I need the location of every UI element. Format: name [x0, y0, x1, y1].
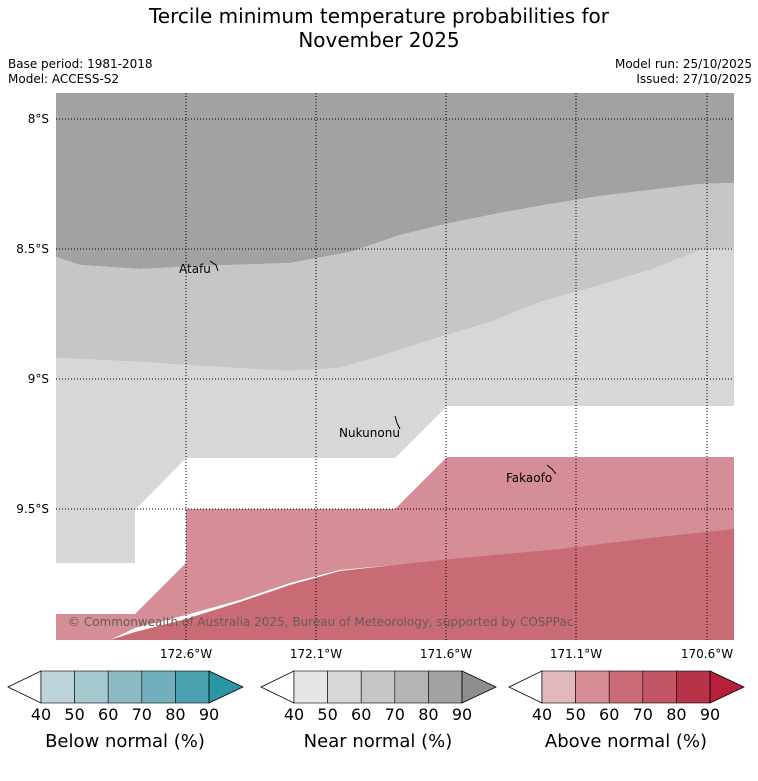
- above-normal-colorbar: 40 50 60 70 80 90 Above normal (%): [508, 670, 745, 752]
- nukunonu-atoll: [394, 415, 401, 430]
- above-normal-extend-high: [709, 670, 745, 704]
- lat-label-8-5s: 8.5°S: [16, 242, 49, 256]
- place-label-fakaofo: Fakaofo: [506, 471, 552, 485]
- above-normal-swatch: [642, 670, 677, 704]
- below-normal-swatch: [141, 670, 176, 704]
- meta-left: Base period: 1981-2018 Model: ACCESS-S2: [8, 57, 153, 87]
- meta-right: Model run: 25/10/2025 Issued: 27/10/2025: [615, 57, 752, 87]
- model-name: Model: ACCESS-S2: [8, 72, 120, 86]
- near-normal-tick-label: 50: [317, 705, 337, 724]
- lat-label-9-5s: 9.5°S: [16, 502, 49, 516]
- lat-label-9s: 9°S: [28, 372, 49, 386]
- region-above-normal-60: [56, 529, 734, 640]
- lon-label-171-6w: 171.6°W: [420, 647, 472, 661]
- region-near-normal-50: [56, 248, 734, 563]
- latitude-labels: 8°S 8.5°S 9°S 9.5°S: [16, 112, 49, 516]
- above-normal-swatch: [575, 670, 610, 704]
- below-normal-extend-high: [208, 670, 244, 704]
- near-normal-swatch: [360, 670, 396, 704]
- below-normal-tick-label: 80: [165, 705, 185, 724]
- map-panel: Atafu Nukunonu Fakaofo © Commonwealth of…: [56, 93, 734, 640]
- above-normal-swatch: [676, 670, 711, 704]
- near-normal-swatch: [293, 670, 328, 704]
- near-normal-swatch: [327, 670, 362, 704]
- issued-date: Issued: 27/10/2025: [636, 72, 752, 86]
- near-normal-label: Near normal (%): [304, 731, 453, 752]
- above-normal-label: Above normal (%): [545, 731, 707, 752]
- near-normal-tick-label: 40: [284, 705, 304, 724]
- lon-label-172-1w: 172.1°W: [290, 647, 342, 661]
- above-normal-swatch: [608, 670, 644, 704]
- lon-label-171-1w: 171.1°W: [550, 647, 602, 661]
- lon-label-170-6w: 170.6°W: [681, 647, 733, 661]
- region-near-normal-60: [56, 183, 734, 371]
- title-line-1: Tercile minimum temperature probabilitie…: [148, 4, 610, 28]
- model-run: Model run: 25/10/2025: [614, 57, 752, 71]
- title-line-2: November 2025: [298, 28, 460, 52]
- below-normal-colorbar: 40 50 60 70 80 90 Below normal (%): [7, 670, 244, 752]
- near-normal-tick-label: 70: [385, 705, 405, 724]
- near-normal-extend-low: [260, 670, 295, 704]
- lon-label-172-6w: 172.6°W: [160, 647, 212, 661]
- below-normal-extend-low: [7, 670, 42, 704]
- above-normal-tick-label: 50: [565, 705, 585, 724]
- below-normal-swatch: [40, 670, 75, 704]
- fakaofo-atoll: [546, 464, 557, 475]
- colorbar-legends: 40 50 60 70 80 90 Below normal (%) 40 50 60 70 80 90…: [7, 670, 745, 752]
- near-normal-colorbar: 40 50 60 70 80 90 Near normal (%): [260, 670, 497, 752]
- chart-title: Tercile minimum temperature probabilitie…: [0, 4, 758, 52]
- atafu-atoll: [209, 260, 219, 272]
- near-normal-extend-high: [461, 670, 497, 704]
- below-normal-tick-label: 40: [31, 705, 51, 724]
- below-normal-swatch: [74, 670, 109, 704]
- above-normal-extend-low: [508, 670, 543, 704]
- above-normal-tick-label: 90: [700, 705, 720, 724]
- region-near-normal-80: [56, 93, 734, 269]
- near-normal-tick-label: 60: [351, 705, 371, 724]
- lat-label-8s: 8°S: [28, 112, 49, 126]
- near-normal-tick-label: 80: [418, 705, 438, 724]
- above-normal-tick-label: 70: [633, 705, 653, 724]
- copyright-note: © Commonwealth of Australia 2025, Bureau…: [68, 615, 573, 629]
- below-normal-tick-label: 90: [199, 705, 219, 724]
- near-normal-swatch: [394, 670, 429, 704]
- below-normal-swatch: [175, 670, 210, 704]
- below-normal-swatch: [107, 670, 143, 704]
- above-normal-tick-label: 80: [666, 705, 686, 724]
- longitude-labels: 172.6°W 172.1°W 171.6°W 171.1°W 170.6°W: [160, 647, 733, 661]
- graticule: [56, 93, 734, 640]
- above-normal-swatch: [541, 670, 576, 704]
- below-normal-tick-label: 50: [64, 705, 84, 724]
- above-normal-tick-label: 40: [532, 705, 552, 724]
- below-normal-tick-label: 60: [98, 705, 118, 724]
- region-above-normal-50: [56, 457, 734, 640]
- below-normal-label: Below normal (%): [45, 731, 205, 752]
- place-label-atafu: Atafu: [179, 262, 211, 276]
- below-normal-tick-label: 70: [132, 705, 152, 724]
- near-normal-swatch: [428, 670, 463, 704]
- base-period: Base period: 1981-2018: [8, 57, 153, 71]
- above-normal-tick-label: 60: [599, 705, 619, 724]
- atoll-marks: [209, 260, 557, 475]
- place-label-nukunonu: Nukunonu: [339, 426, 400, 440]
- near-normal-tick-label: 90: [452, 705, 472, 724]
